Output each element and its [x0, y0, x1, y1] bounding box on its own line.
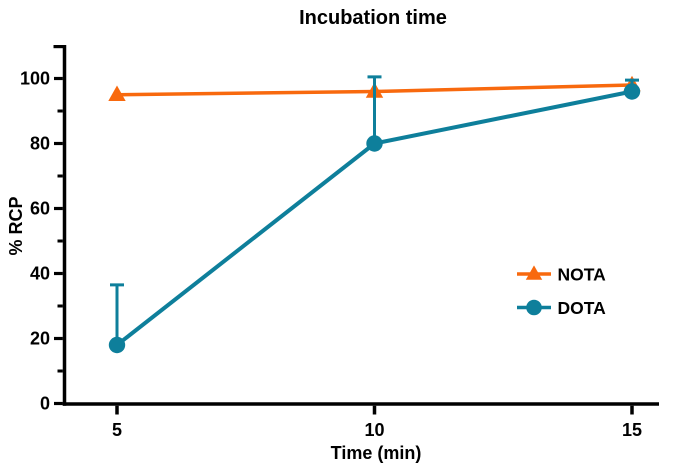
- chart-title: Incubation time: [299, 7, 447, 29]
- y-tick-label: 60: [30, 199, 50, 219]
- y-tick-label: 40: [30, 264, 50, 284]
- y-tick-label: 100: [20, 69, 50, 89]
- legend-marker-circle: [526, 299, 542, 316]
- marker-triangle: [108, 85, 126, 102]
- x-tick-label: 15: [622, 420, 642, 440]
- y-tick-label: 80: [30, 134, 50, 154]
- legend: NOTA DOTA: [517, 264, 606, 318]
- data-series: [108, 75, 641, 354]
- legend-label-dota: DOTA: [558, 298, 607, 318]
- legend-label-nota: NOTA: [558, 264, 607, 284]
- legend-item-dota: DOTA: [517, 298, 606, 318]
- marker-circle: [108, 336, 126, 354]
- marker-circle: [366, 135, 383, 152]
- y-axis-label: % RCP: [6, 196, 26, 255]
- axes: 0 20 40 60 80 100 5 10 15: [20, 44, 659, 440]
- series-dota: [108, 75, 641, 354]
- x-axis-label: Time (min): [331, 443, 422, 463]
- y-tick-label: 20: [30, 329, 50, 349]
- x-tick-label: 10: [364, 420, 384, 440]
- legend-marker-triangle: [525, 265, 543, 280]
- x-tick-label: 5: [112, 420, 122, 440]
- y-tick-label: 0: [40, 394, 50, 414]
- marker-circle: [623, 83, 641, 100]
- legend-item-nota: NOTA: [517, 264, 606, 284]
